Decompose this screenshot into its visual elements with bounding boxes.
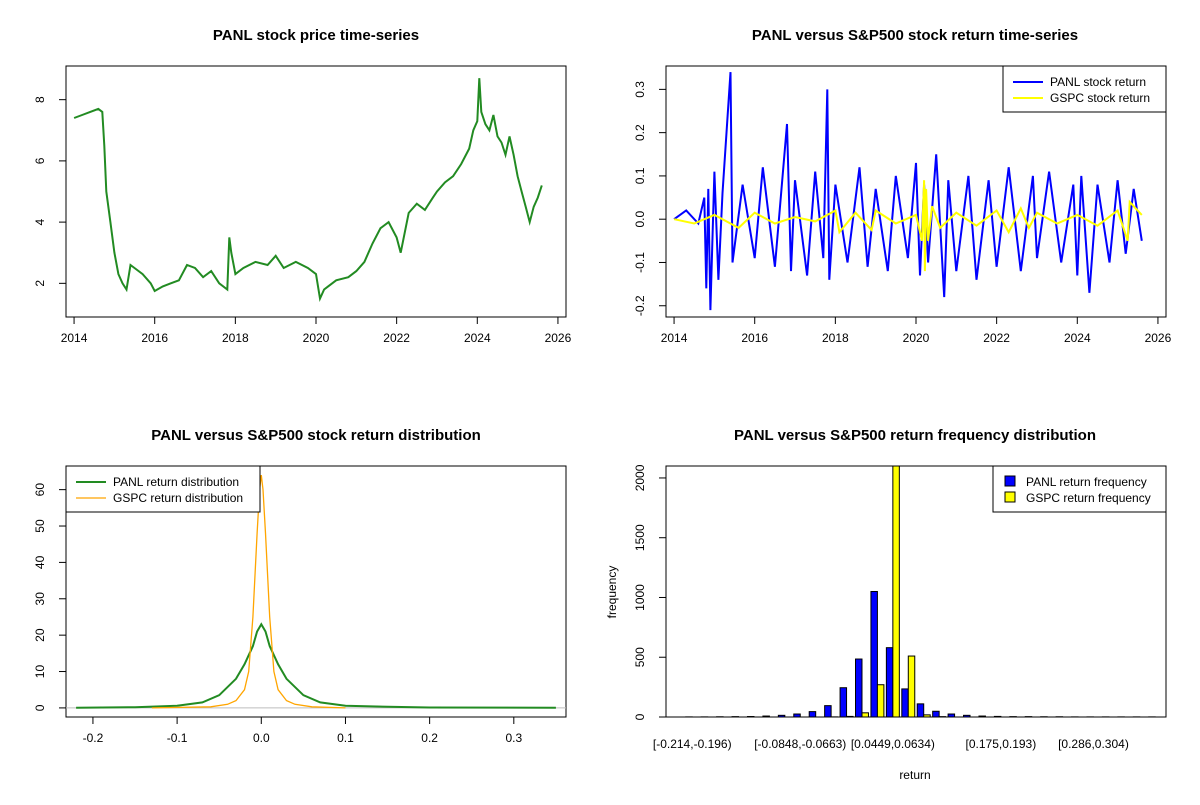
histogram-x-tick-label: [-0.214,-0.196) (653, 737, 732, 751)
price-y-tick-label: 8 (33, 96, 47, 103)
price-chart-title: PANL stock price time-series (213, 27, 419, 44)
density-y-tick-label: 20 (33, 628, 47, 642)
panl-frequency-bar (824, 705, 832, 717)
return-ts-x-tick-label: 2024 (1064, 331, 1091, 345)
density-x-tick-label: -0.1 (167, 731, 188, 745)
panl-density-curve (76, 622, 556, 709)
panl-frequency-bar (885, 647, 894, 717)
return-ts-legend: PANL stock return GSPC stock return (1002, 65, 1167, 113)
return-ts-panel: PANL versus S&P500 stock return time-ser… (633, 27, 1172, 345)
return-ts-y-tick-label: 0.3 (633, 81, 647, 98)
return-ts-x-tick-label: 2026 (1145, 331, 1172, 345)
histogram-legend-box (992, 465, 1167, 513)
histogram-x-tick-label: [0.175,0.193) (966, 737, 1037, 751)
histogram-y-tick-label: 500 (633, 647, 647, 667)
price-x-tick-label: 2022 (383, 331, 410, 345)
return-ts-y-tick-label: -0.1 (633, 252, 647, 273)
return-ts-y-tick-label: -0.2 (633, 295, 647, 316)
density-x-tick-label: 0.0 (253, 731, 270, 745)
price-y-tick-label: 4 (33, 218, 47, 225)
legend-label-gspc-frequency: GSPC return frequency (1026, 491, 1151, 505)
legend-swatch-gspc-frequency (1004, 491, 1016, 503)
histogram-y-tick-label: 1000 (633, 584, 647, 611)
panl-frequency-bar (901, 688, 909, 717)
histogram-y-tick-label: 1500 (633, 524, 647, 551)
legend-label-panl-density: PANL return distribution (113, 475, 239, 489)
legend-label-panl-return: PANL stock return (1050, 75, 1146, 89)
histogram-plot-box (665, 465, 1167, 718)
panl-frequency-bar (916, 703, 925, 717)
price-x-tick-label: 2026 (545, 331, 572, 345)
density-x-tick-label: 0.2 (421, 731, 438, 745)
price-x-tick-label: 2024 (464, 331, 491, 345)
histogram-chart-title: PANL versus S&P500 return frequency dist… (734, 427, 1096, 444)
panl-frequency-bar (932, 710, 940, 717)
price-y-tick-label: 2 (33, 280, 47, 287)
panl-frequency-bar (855, 658, 863, 717)
histogram-y-tick-label: 2000 (633, 464, 647, 491)
price-y-tick-label: 6 (33, 157, 47, 164)
density-y-tick-label: 60 (33, 483, 47, 497)
panl-return-series-line (673, 72, 1143, 311)
histogram-legend: PANL return frequency GSPC return freque… (992, 465, 1167, 513)
gspc-density-curve (151, 475, 346, 709)
gspc-frequency-bar (876, 684, 885, 717)
density-panel: PANL versus S&P500 stock return distribu… (33, 427, 567, 745)
return-ts-y-tick-label: 0.0 (633, 211, 647, 228)
density-y-tick-label: 10 (33, 665, 47, 679)
legend-label-gspc-density: GSPC return distribution (113, 491, 243, 505)
histogram-x-tick-label: [-0.0848,-0.0663) (754, 737, 846, 751)
density-x-tick-label: 0.1 (337, 731, 354, 745)
legend-label-gspc-return: GSPC stock return (1050, 91, 1150, 105)
return-ts-legend-box (1002, 65, 1167, 113)
gspc-return-series-line (673, 180, 1143, 272)
density-y-tick-label: 40 (33, 555, 47, 569)
panl-frequency-bar (870, 591, 878, 717)
legend-swatch-panl-frequency (1004, 475, 1016, 487)
price-series-line (73, 78, 543, 303)
histogram-y-tick-label: 0 (633, 713, 647, 720)
density-y-tick-label: 30 (33, 592, 47, 606)
panl-frequency-bar (839, 687, 848, 717)
price-x-tick-label: 2014 (61, 331, 88, 345)
histogram-x-axis-label: return (899, 768, 930, 782)
gspc-frequency-bar (861, 712, 869, 717)
legend-label-panl-frequency: PANL return frequency (1026, 475, 1147, 489)
density-legend: PANL return distribution GSPC return dis… (65, 465, 261, 513)
return-ts-chart-title: PANL versus S&P500 stock return time-ser… (752, 27, 1078, 44)
price-panel: PANL stock price time-series 2014 2016 201… (33, 27, 572, 345)
density-plot-box (65, 465, 567, 718)
density-legend-box (65, 465, 261, 513)
density-x-tick-label: -0.2 (83, 731, 104, 745)
price-x-tick-label: 2016 (141, 331, 168, 345)
return-ts-x-tick-label: 2022 (983, 331, 1010, 345)
density-y-tick-label: 50 (33, 519, 47, 533)
return-ts-x-tick-label: 2020 (903, 331, 930, 345)
return-ts-y-tick-label: 0.2 (633, 124, 647, 141)
return-ts-x-tick-label: 2018 (822, 331, 849, 345)
price-x-tick-label: 2018 (222, 331, 249, 345)
price-x-tick-label: 2020 (303, 331, 330, 345)
panl-frequency-bar (808, 711, 817, 717)
density-y-tick-label: 0 (33, 704, 47, 711)
density-x-tick-label: 0.3 (505, 731, 522, 745)
gspc-frequency-bar (923, 714, 931, 717)
histogram-x-tick-label: [0.286,0.304) (1058, 737, 1129, 751)
histogram-y-axis-label: frequency (605, 566, 619, 619)
gspc-frequency-bar (892, 466, 900, 717)
return-ts-x-tick-label: 2016 (741, 331, 768, 345)
return-ts-x-tick-label: 2014 (661, 331, 688, 345)
gspc-frequency-bar (907, 655, 916, 717)
histogram-x-tick-label: [0.0449,0.0634) (851, 737, 935, 751)
density-chart-title: PANL versus S&P500 stock return distribu… (151, 427, 481, 444)
histogram-panel: PANL versus S&P500 return frequency dist… (605, 427, 1167, 782)
return-ts-y-tick-label: 0.1 (633, 167, 647, 184)
